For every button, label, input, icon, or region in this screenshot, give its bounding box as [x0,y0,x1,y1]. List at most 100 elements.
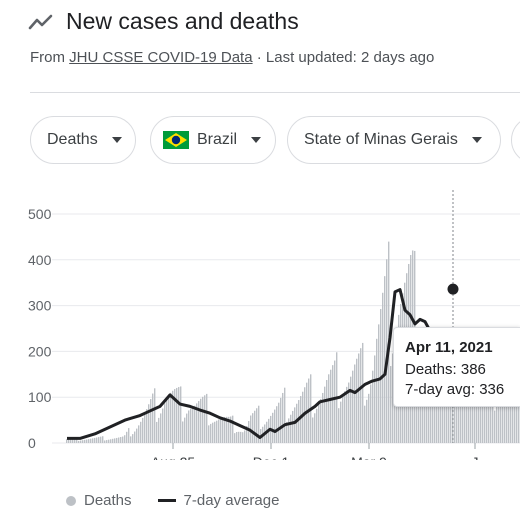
deaths-bar [508,377,510,443]
deaths-bar [252,413,254,443]
deaths-bar [200,398,202,443]
country-dropdown[interactable]: Brazil [150,116,276,164]
more-filter-chip[interactable] [511,116,520,164]
deaths-bar [392,353,394,443]
deaths-bar [416,376,418,443]
source-prefix: From [30,49,70,66]
deaths-bar [154,388,156,443]
deaths-bar [384,276,386,443]
deaths-bar [136,428,138,443]
deaths-bar [70,438,72,443]
deaths-bar [210,423,212,443]
deaths-bar [178,387,180,443]
deaths-bar [116,437,118,443]
deaths-bar [186,413,188,443]
legend-deaths-label: Deaths [84,492,132,509]
deaths-bar [366,399,368,443]
deaths-bar [234,433,236,443]
deaths-bar [450,385,452,443]
deaths-bar [272,412,274,443]
deaths-bar [506,372,508,443]
deaths-bar [72,438,74,443]
deaths-bar [312,417,314,443]
source-link[interactable]: JHU CSSE COVID-19 Data [69,49,253,66]
deaths-bar [206,393,208,443]
deaths-bar [480,383,482,443]
deaths-bar [380,309,382,443]
deaths-bar [80,440,82,443]
y-tick-label: 0 [28,435,36,451]
deaths-bar [360,348,362,443]
deaths-bar [156,421,158,443]
deaths-bar [324,386,326,443]
deaths-bar [92,438,94,443]
deaths-bar [84,439,86,443]
region-dropdown-label: State of Minas Gerais [304,131,458,148]
deaths-bar [114,438,116,443]
deaths-bar [166,397,168,443]
x-tick-label: J [472,454,479,460]
deaths-bar [274,409,276,443]
deaths-bar [138,425,140,443]
x-tick-label: Mar 9 [351,454,387,460]
deaths-bar [296,403,298,443]
metric-dropdown[interactable]: Deaths [30,116,136,164]
filter-chips: Deaths Brazil State of Minas Gerais [30,116,520,166]
deaths-bar [94,437,96,443]
deaths-bar [378,324,380,443]
deaths-bar [182,421,184,443]
deaths-bar [418,371,420,443]
deaths-bar [122,436,124,443]
deaths-bar [300,396,302,443]
deaths-bar [446,393,448,443]
deaths-bar [88,439,90,443]
deaths-bar [146,409,148,443]
region-dropdown[interactable]: State of Minas Gerais [287,116,501,164]
x-tick-label: Dec 1 [253,454,290,460]
deaths-bar [288,418,290,443]
deaths-bar [134,431,136,443]
deaths-bar [140,421,142,443]
deaths-bar [212,422,214,443]
deaths-bar [130,436,132,443]
deaths-bar [328,374,330,443]
deaths-bar [502,381,504,443]
tooltip-date: Apr 11, 2021 [405,339,493,356]
deaths-bar [358,353,360,443]
deaths-bar [254,410,256,443]
deaths-bar [150,399,152,443]
legend-average-label: 7-day average [183,492,280,509]
deaths-bar [370,384,372,443]
deaths-bar [78,440,80,443]
deaths-bar [86,439,88,443]
divider [30,92,520,93]
deaths-bar [372,370,374,443]
deaths-chart[interactable]: 0 100 200 300 400 500 Aug 25 Dec 1 Mar 9 J [0,190,520,460]
deaths-bar [472,398,474,443]
deaths-bar [298,400,300,443]
deaths-bar [96,437,98,443]
deaths-bar [348,382,350,443]
y-tick-label: 400 [28,252,52,268]
deaths-bar [494,410,496,443]
deaths-bar [276,406,278,443]
deaths-bar [144,413,146,443]
deaths-bar [334,360,336,443]
deaths-bar [338,408,340,443]
deaths-bar [220,418,222,443]
deaths-bar [474,387,476,443]
source-line: From JHU CSSE COVID-19 Data · Last updat… [30,49,434,66]
deaths-bar [66,439,68,443]
deaths-bar [332,365,334,443]
deaths-bar [326,380,328,443]
deaths-bar [128,428,130,443]
trend-line-icon [28,14,53,29]
deaths-bar [68,438,70,443]
deaths-bar [188,410,190,443]
deaths-bar [226,416,228,443]
deaths-bar [112,438,114,443]
deaths-bar [208,425,210,443]
deaths-bar [222,417,224,443]
y-tick-label: 100 [28,389,52,405]
deaths-bar [102,436,104,443]
